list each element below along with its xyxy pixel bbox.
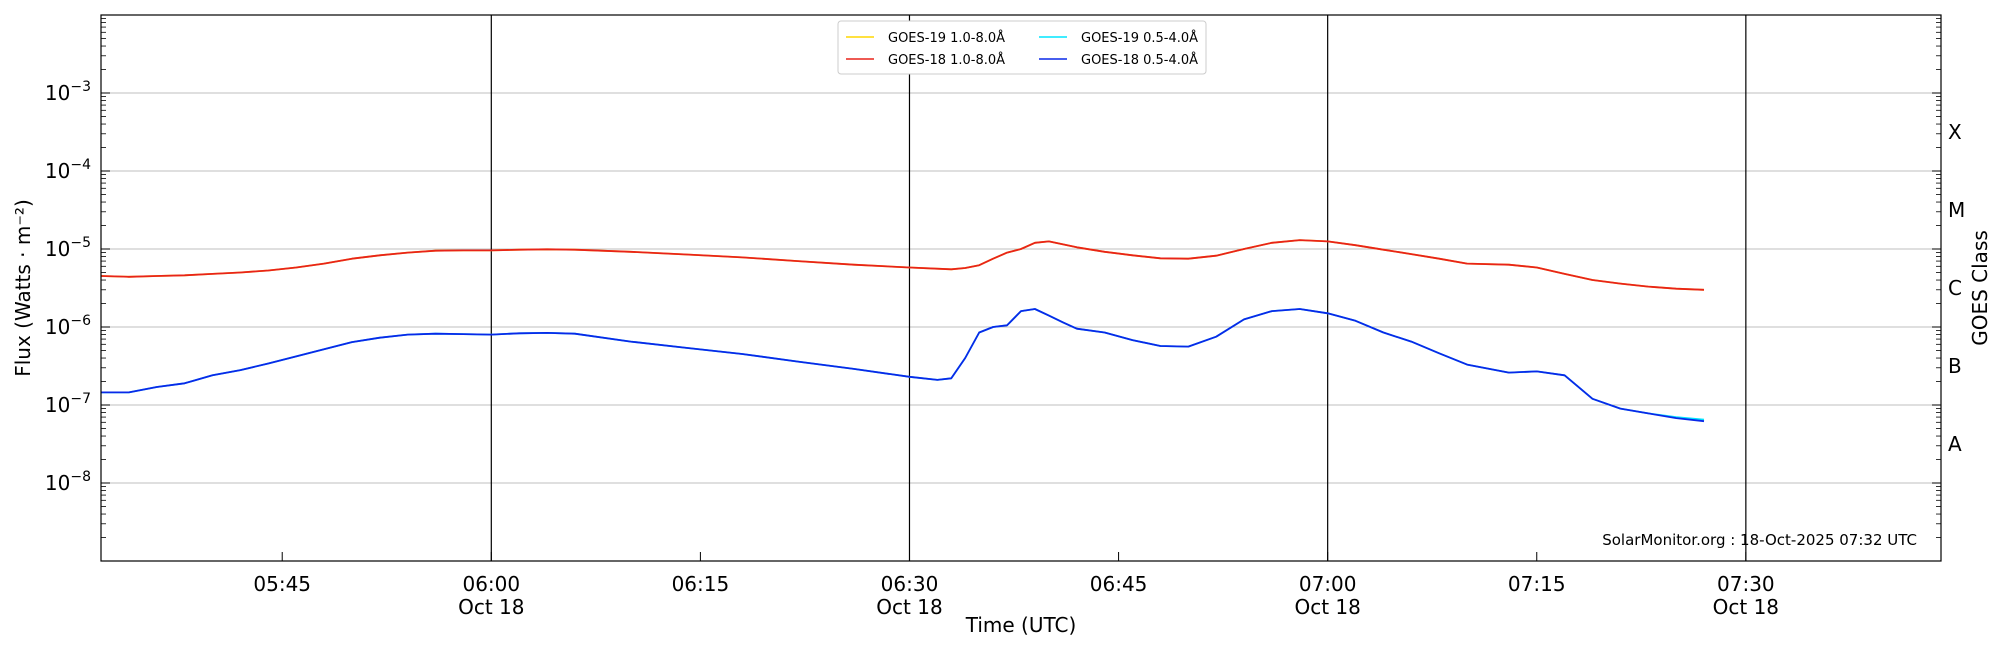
legend-box	[837, 20, 1207, 75]
watermark-text: SolarMonitor.org : 18-Oct-2025 07:32 UTC	[1602, 531, 1917, 549]
y-tick-base: 10	[45, 81, 70, 105]
y-tick-exponent: −3	[70, 79, 91, 95]
y-tick-label: 10−4	[45, 157, 91, 183]
goes-class-axis-title: GOES Class	[1968, 230, 1992, 346]
legend-label: GOES-18 0.5-4.0Å	[1081, 52, 1198, 68]
x-axis-title: Time (UTC)	[965, 613, 1077, 637]
legend-label: GOES-19 0.5-4.0Å	[1081, 30, 1198, 46]
y-tick-exponent: −4	[70, 157, 91, 173]
y-tick-base: 10	[45, 237, 70, 261]
y-tick-label: 10−5	[45, 235, 91, 261]
goes-class-label: C	[1948, 276, 1962, 300]
legend-label: GOES-18 1.0-8.0Å	[888, 52, 1005, 68]
x-tick-date-label: Oct 18	[1294, 595, 1360, 619]
legend: GOES-19 1.0-8.0Å GOES-19 0.5-4.0Å GOES-18 …	[837, 20, 1207, 75]
x-tick-date-label: Oct 18	[1713, 595, 1779, 619]
y-tick-exponent: −8	[70, 469, 91, 485]
x-tick-label: 06:30	[881, 572, 939, 596]
y-tick-label: 10−8	[45, 469, 91, 495]
goes-class-label: X	[1948, 120, 1962, 144]
y-tick-exponent: −6	[70, 313, 91, 329]
goes-class-label: M	[1948, 198, 1965, 222]
goes-class-label: A	[1948, 432, 1962, 456]
series-line-2	[100, 239, 1705, 291]
y-tick-label: 10−7	[45, 391, 91, 417]
y-tick-base: 10	[45, 471, 70, 495]
y-tick-exponent: −5	[70, 235, 91, 251]
y-tick-exponent: −7	[70, 391, 91, 407]
plot-frame	[100, 14, 1942, 562]
goes-class-label: B	[1948, 354, 1962, 378]
x-tick-label: 05:45	[253, 572, 311, 596]
y-tick-label: 10−3	[45, 79, 91, 105]
x-tick-label: 06:45	[1090, 572, 1148, 596]
x-tick-date-label: Oct 18	[876, 595, 942, 619]
x-tick-label: 06:00	[462, 572, 520, 596]
series-line-4	[101, 308, 1705, 423]
x-tick-date-label: Oct 18	[458, 595, 524, 619]
x-tick-label: 07:15	[1508, 572, 1566, 596]
x-tick-label: 06:15	[672, 572, 730, 596]
y-tick-label: 10−6	[45, 313, 91, 339]
x-tick-label: 07:30	[1717, 572, 1775, 596]
y-tick-base: 10	[45, 315, 70, 339]
series-layer	[100, 239, 1705, 423]
legend-label: GOES-19 1.0-8.0Å	[888, 30, 1005, 46]
y-tick-base: 10	[45, 159, 70, 183]
grid-layer	[101, 15, 1941, 561]
y-tick-base: 10	[45, 393, 70, 417]
y-axis-title: Flux (Watts · m⁻²)	[11, 199, 35, 377]
x-tick-label: 07:00	[1299, 572, 1357, 596]
